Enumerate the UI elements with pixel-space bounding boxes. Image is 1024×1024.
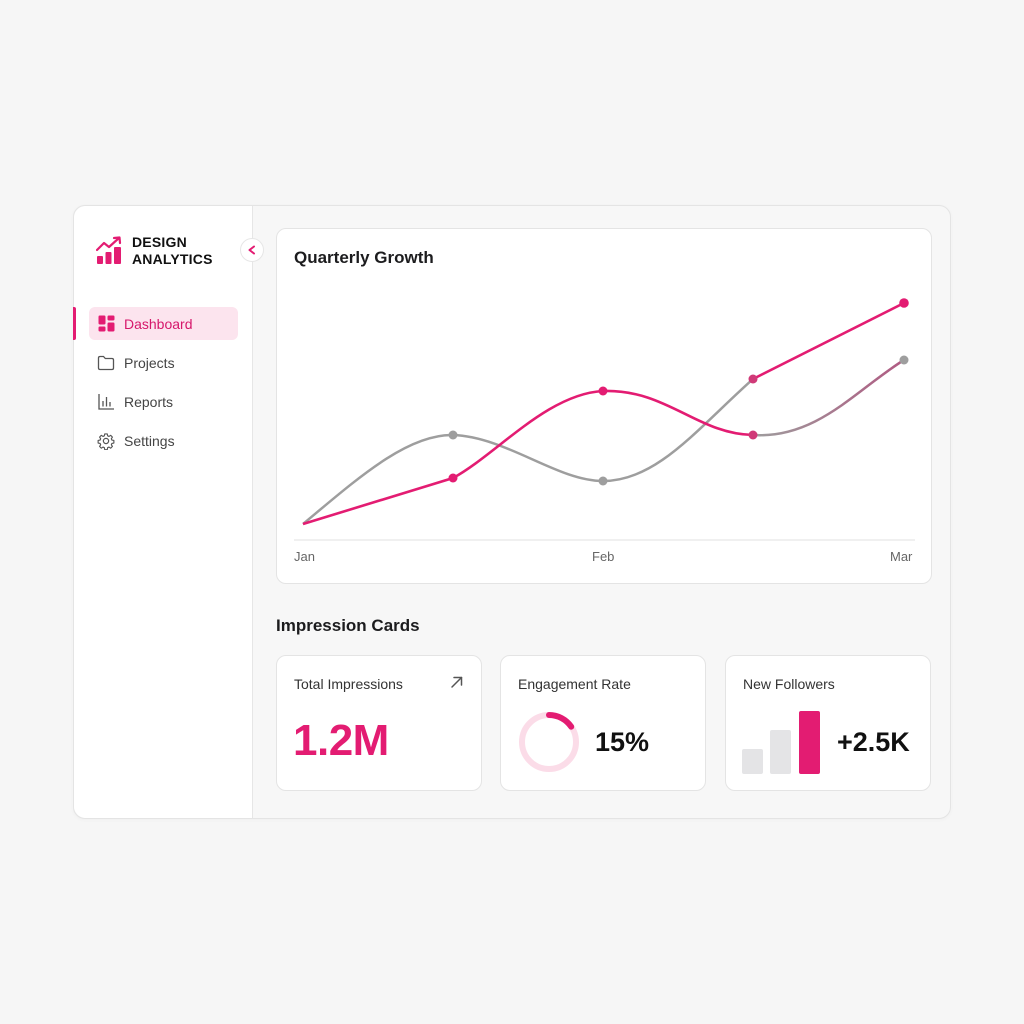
chart-title: Quarterly Growth: [294, 248, 434, 267]
line-chart: [294, 298, 915, 541]
card-label: New Followers: [743, 676, 835, 692]
sidebar-item-label: Dashboard: [124, 315, 193, 332]
sidebar-nav: Dashboard Projects: [73, 307, 253, 463]
x-tick-jan: Jan: [294, 549, 315, 564]
bar-chart-icon: [97, 393, 115, 411]
brand-name: DESIGN ANALYTICS: [132, 234, 213, 268]
new-followers-card[interactable]: New Followers +2.5K: [725, 655, 931, 791]
analytics-logo-icon: [96, 236, 122, 264]
engagement-rate-card[interactable]: Engagement Rate 15%: [500, 655, 706, 791]
x-tick-feb: Feb: [592, 549, 615, 564]
sidebar-item-label: Settings: [124, 432, 175, 449]
sidebar-item-label: Reports: [124, 393, 174, 410]
x-tick-mar: Mar: [890, 549, 913, 564]
sidebar-item-settings[interactable]: Settings: [89, 424, 238, 457]
section-title: Impression Cards: [276, 616, 420, 635]
total-impressions-card[interactable]: Total Impressions 1.2M: [276, 655, 482, 791]
mini-bar-chart: [742, 711, 820, 774]
brand: DESIGN ANALYTICS: [96, 234, 213, 268]
app-window: DESIGN ANALYTICS Dashboard: [73, 205, 951, 819]
arrow-up-right-icon[interactable]: [449, 674, 465, 690]
progress-ring: [519, 712, 579, 772]
card-value: +2.5K: [837, 727, 910, 757]
sidebar-item-dashboard[interactable]: Dashboard: [73, 307, 238, 340]
folder-icon: [97, 354, 115, 372]
sidebar: DESIGN ANALYTICS Dashboard: [73, 206, 253, 818]
dashboard-icon: [97, 315, 115, 333]
series-pink-line-end: [752, 301, 905, 381]
series-gray-line-end: [752, 358, 905, 437]
series-gray-line: [302, 378, 754, 525]
gear-icon: [97, 432, 115, 450]
sidebar-item-label: Projects: [124, 354, 175, 371]
card-label: Total Impressions: [294, 676, 403, 692]
card-value: 1.2M: [293, 716, 389, 765]
brand-line-1: DESIGN: [132, 234, 187, 250]
quarterly-growth-card: Quarterly Growth: [276, 228, 932, 584]
brand-line-2: ANALYTICS: [132, 251, 213, 267]
active-indicator: [73, 307, 76, 340]
chevron-left-icon: [248, 245, 255, 255]
card-label: Engagement Rate: [518, 676, 631, 692]
collapse-sidebar-button[interactable]: [240, 238, 264, 262]
sidebar-item-reports[interactable]: Reports: [89, 385, 238, 418]
sidebar-item-projects[interactable]: Projects: [89, 346, 238, 379]
card-value: 15%: [595, 727, 650, 757]
